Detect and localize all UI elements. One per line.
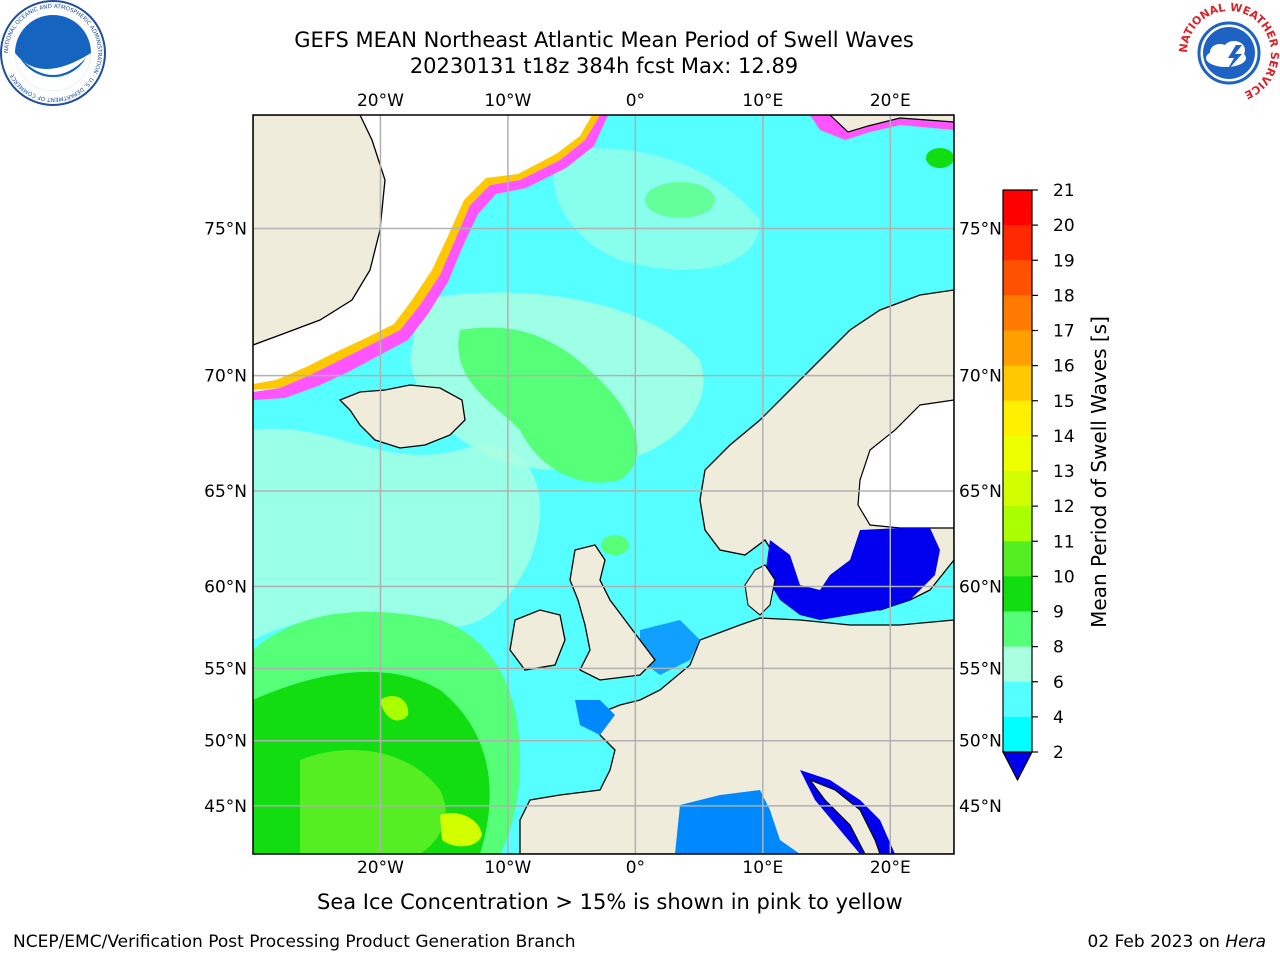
colorbar-tick-label: 4 (1053, 708, 1064, 728)
lon-labels-top: 20°W 10°W 0° 10°E 20°E (357, 91, 911, 111)
sea-ice-caption: Sea Ice Concentration > 15% is shown in … (317, 890, 903, 914)
swell-zone (926, 148, 954, 168)
colorbar-tick-label: 12 (1053, 497, 1075, 517)
colorbar-ticks: 21 20 19 18 17 16 15 14 13 12 11 10 9 8 6 4 2 (1032, 181, 1075, 763)
colorbar-tick-label: 19 (1053, 251, 1075, 271)
north-sea-south (640, 620, 700, 675)
colorbar-tick-label: 2 (1053, 743, 1064, 763)
swell-zone (645, 182, 715, 218)
lat-label: 70°N (959, 367, 1002, 387)
chart-subtitle: 20230131 t18z 384h fcst Max: 12.89 (409, 54, 799, 78)
italy-land (808, 778, 881, 854)
colorbar-segment (1003, 576, 1032, 612)
lon-label: 20°E (870, 858, 911, 878)
colorbar-segment (1003, 330, 1032, 367)
greenland-land (253, 115, 386, 346)
map-area (253, 115, 954, 854)
lon-label: 10°W (484, 858, 531, 878)
colorbar-segment (1003, 225, 1032, 261)
colorbar-segment (1003, 365, 1032, 402)
colorbar-tick-label: 8 (1053, 638, 1064, 658)
colorbar-segment (1003, 506, 1032, 542)
colorbar-segment (1003, 260, 1032, 296)
colorbar-segment (1003, 435, 1032, 472)
lat-label: 75°N (959, 219, 1002, 239)
colorbar-tick-label: 14 (1053, 427, 1075, 447)
lat-label: 55°N (204, 659, 247, 679)
lon-label: 20°W (357, 91, 404, 111)
baltic-sea (765, 528, 940, 620)
lat-label: 65°N (959, 482, 1002, 502)
lat-label: 45°N (204, 797, 247, 817)
lon-label: 0° (626, 91, 645, 111)
swell-zone (300, 750, 446, 854)
footer-date: 02 Feb 2023 on Hera (1088, 932, 1266, 952)
footer-date-text: 02 Feb 2023 on (1087, 932, 1226, 952)
colorbar-tick-label: 18 (1053, 286, 1075, 306)
colorbar-segment (1003, 190, 1032, 226)
colorbar-segment (1003, 400, 1032, 437)
colorbar-tick-label: 11 (1053, 532, 1075, 552)
colorbar-tick-label: 15 (1053, 392, 1075, 412)
lat-label: 45°N (959, 797, 1002, 817)
colorbar-tick-label: 9 (1053, 603, 1064, 623)
colorbar-tick-label: 16 (1053, 357, 1075, 377)
lat-label: 70°N (204, 367, 247, 387)
lat-label: 60°N (959, 577, 1002, 597)
colorbar-segment (1003, 716, 1032, 753)
graticule (253, 115, 954, 854)
great-britain-land (569, 544, 656, 681)
lon-label: 20°W (357, 858, 404, 878)
colorbar-extend (1002, 751, 1033, 782)
swell-zone (601, 535, 629, 555)
map-frame (252, 114, 955, 855)
lat-label: 50°N (959, 732, 1002, 752)
lat-label: 55°N (959, 659, 1002, 679)
shallow-zone (575, 700, 615, 735)
nws-logo: NATIONAL WEATHER SERVICE (1177, 1, 1280, 103)
denmark-land (744, 564, 776, 616)
colorbar-segment (1003, 541, 1032, 577)
colorbar-tick-label: 20 (1053, 216, 1075, 236)
lat-label: 50°N (204, 732, 247, 752)
footer-machine: Hera (1225, 932, 1266, 952)
lat-labels-left: 75°N 70°N 65°N 60°N 55°N 50°N 45°N (204, 219, 247, 816)
lon-labels-bottom: 20°W 10°W 0° 10°E 20°E (357, 858, 911, 878)
colorbar (1002, 189, 1033, 782)
lat-labels-right: 75°N 70°N 65°N 60°N 55°N 50°N 45°N (959, 219, 1002, 816)
iceland-land (338, 384, 466, 449)
lat-label: 75°N (204, 219, 247, 239)
noaa-logo: NATIONAL OCEANIC AND ATMOSPHERIC ADMINIS… (0, 0, 106, 106)
chart-title: GEFS MEAN Northeast Atlantic Mean Period… (294, 28, 914, 52)
colorbar-tick-label: 10 (1053, 567, 1075, 587)
colorbar-segment (1003, 295, 1032, 331)
sea-ice-edge (253, 115, 608, 400)
footer-credit: NCEP/EMC/Verification Post Processing Pr… (13, 932, 576, 952)
colorbar-segment (1003, 681, 1032, 718)
ireland-land (509, 609, 566, 671)
lon-label: 20°E (870, 91, 911, 111)
colorbar-segment (1003, 611, 1032, 648)
colorbar-tick-label: 17 (1053, 322, 1075, 342)
swell-zone-green (458, 327, 638, 483)
colorbar-tick-label: 21 (1053, 181, 1075, 201)
colorbar-segment (1003, 646, 1032, 683)
colorbar-segment (1003, 471, 1032, 507)
colorbar-label: Mean Period of Swell Waves [s] (1087, 316, 1111, 628)
lat-label: 65°N (204, 482, 247, 502)
lon-label: 10°E (742, 91, 783, 111)
lon-label: 0° (626, 858, 645, 878)
lat-label: 60°N (204, 577, 247, 597)
colorbar-tick-label: 13 (1053, 462, 1075, 482)
svalbard-land (829, 115, 954, 133)
swell-max-zone (380, 695, 409, 721)
swell-max-zone (440, 812, 482, 847)
lon-label: 10°E (742, 858, 783, 878)
colorbar-tick-label: 6 (1053, 673, 1064, 693)
lon-label: 10°W (484, 91, 531, 111)
